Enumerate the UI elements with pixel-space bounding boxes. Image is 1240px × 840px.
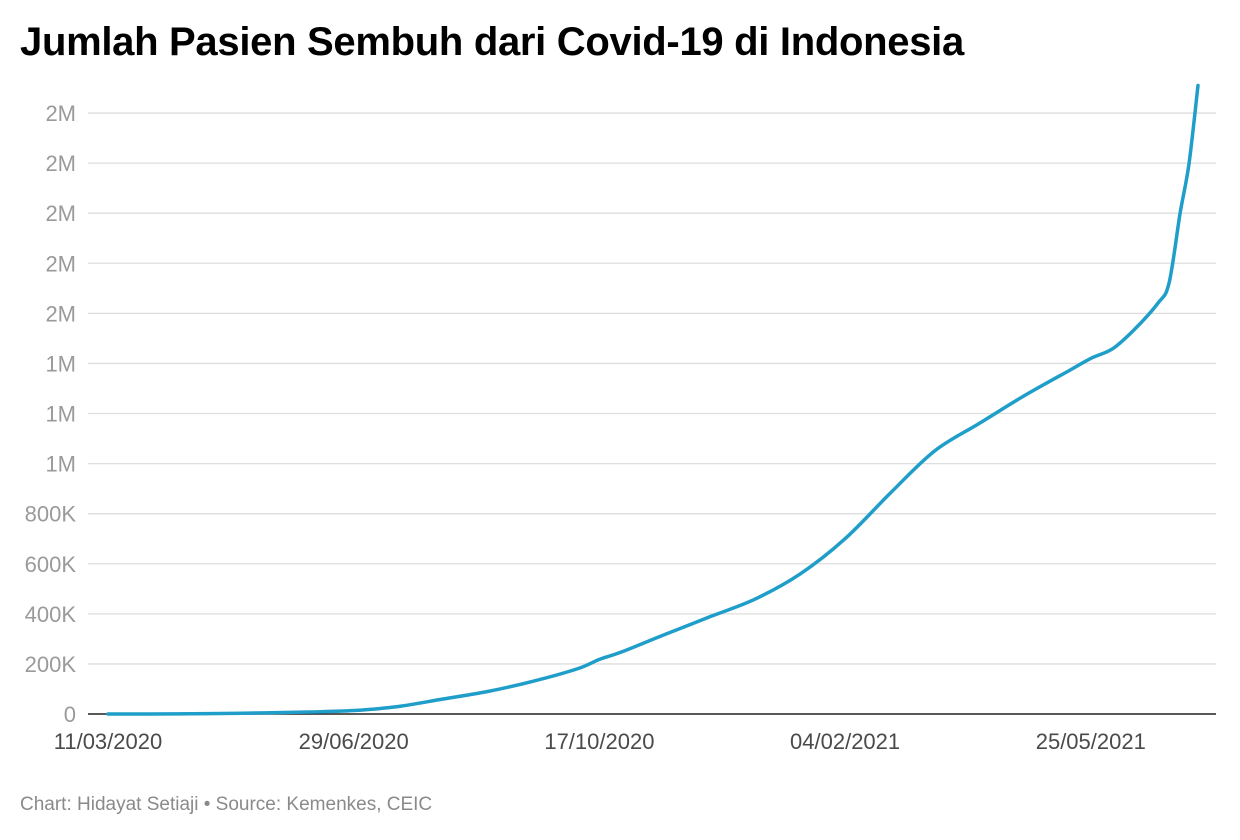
x-tick-label: 11/03/2020 xyxy=(54,729,162,754)
x-tick-label: 29/06/2020 xyxy=(299,729,409,754)
y-tick-label: 800K xyxy=(25,502,77,527)
y-axis-tick-labels: 0 200K 400K 600K 800K 1M 1M 1M 2M 2M 2M 2M 2M xyxy=(25,101,77,727)
y-tick-label: 1M xyxy=(45,402,76,427)
y-tick-label: 1M xyxy=(45,452,76,477)
x-tick-label: 17/10/2020 xyxy=(544,729,654,754)
y-tick-label: 0 xyxy=(64,702,76,727)
y-tick-label: 600K xyxy=(25,552,77,577)
y-tick-label: 2M xyxy=(45,301,76,326)
y-tick-label: 2M xyxy=(45,201,76,226)
x-axis-tick-labels: 11/03/2020 29/06/2020 17/10/2020 04/02/2021… xyxy=(54,729,1146,754)
y-tick-label: 2M xyxy=(45,151,76,176)
x-tick-label: 25/05/2021 xyxy=(1036,729,1146,754)
chart-title: Jumlah Pasien Sembuh dari Covid-19 di In… xyxy=(20,20,964,64)
series-line xyxy=(106,83,1200,716)
y-tick-label: 400K xyxy=(25,602,77,627)
y-tick-label: 200K xyxy=(25,652,77,677)
y-tick-label: 1M xyxy=(45,351,76,376)
x-tick-label: 04/02/2021 xyxy=(790,729,900,754)
y-tick-label: 2M xyxy=(45,101,76,126)
series-group xyxy=(106,83,1200,716)
y-tick-label: 2M xyxy=(45,251,76,276)
chart-credit: Chart: Hidayat Setiaji • Source: Kemenke… xyxy=(20,794,433,815)
gridlines xyxy=(88,112,1216,665)
